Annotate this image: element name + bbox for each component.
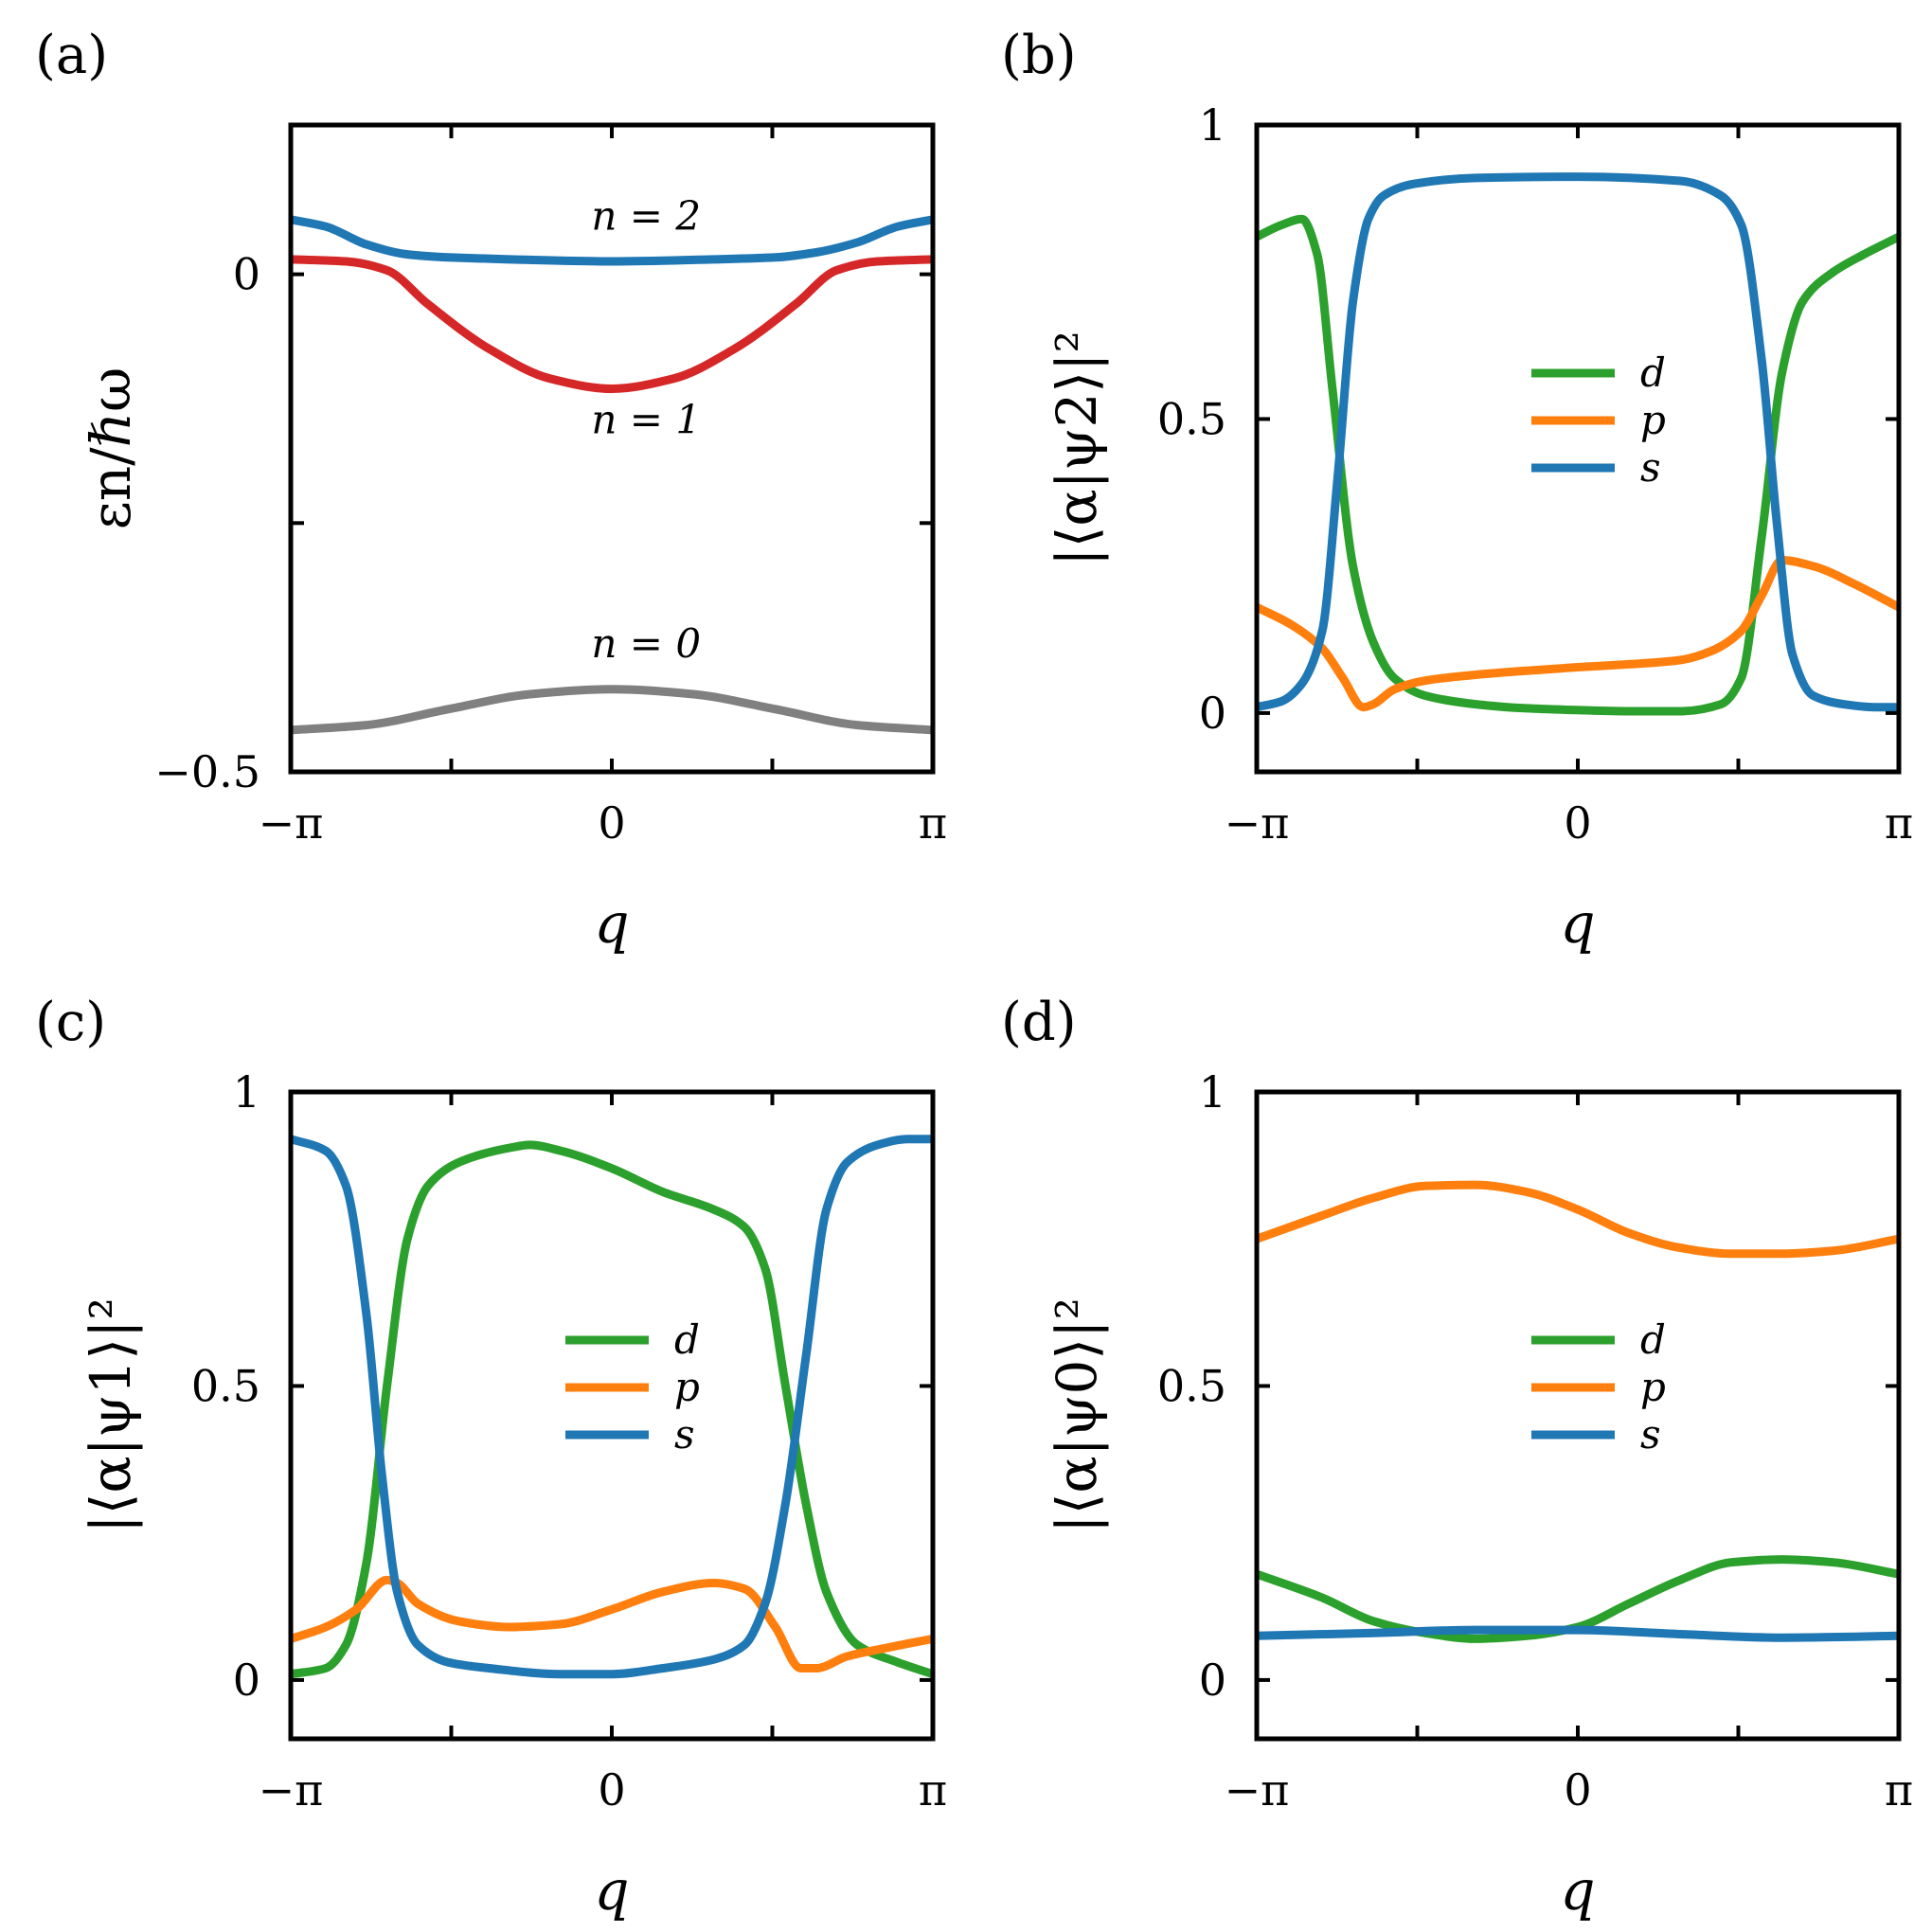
series-group <box>1257 172 1899 716</box>
legend-label-d: d <box>1640 1316 1666 1363</box>
x-tick-label: −π <box>259 797 324 849</box>
y-tick-label: 0.5 <box>191 1360 260 1411</box>
y-tick-label: 1 <box>1199 1066 1226 1118</box>
y-axis-label: εn/ℏω <box>79 367 143 530</box>
panel-a: (a) −π 0 π 0 −0.5 q εn/ℏω n = 2 n = 1 n = 0 <box>35 25 947 956</box>
x-tick-label: 0 <box>598 797 625 849</box>
y-axis-label: |⟨α|ψ1⟩|² <box>79 1297 143 1533</box>
legend-label-s: s <box>1640 444 1661 491</box>
y-tick-label: 1 <box>233 1066 260 1118</box>
x-tick-label: π <box>1885 797 1913 849</box>
legend-label-p: p <box>1640 397 1666 443</box>
legend-label-d: d <box>674 1316 700 1363</box>
x-axis-label: q <box>594 1858 629 1923</box>
series-line-s <box>291 1135 933 1679</box>
x-tick-label: π <box>1885 1764 1913 1816</box>
legend-label-s: s <box>674 1411 695 1458</box>
y-tick-label: 0 <box>1199 688 1226 739</box>
y-tick-label: 0.5 <box>1157 1360 1226 1411</box>
x-axis-label: q <box>594 891 629 956</box>
series-line-d <box>1257 214 1899 716</box>
series-line-n1 <box>291 255 933 393</box>
series-line-s <box>1257 1625 1899 1642</box>
panel-label: (b) <box>1001 25 1077 86</box>
series-line-n2 <box>291 215 933 266</box>
y-tick-label: 0 <box>1199 1655 1226 1706</box>
legend-label-p: p <box>1640 1364 1666 1410</box>
y-axis-label: |⟨α|ψ2⟩|² <box>1045 331 1109 566</box>
x-tick-label: 0 <box>1564 797 1591 849</box>
y-tick-label: 0.5 <box>1157 393 1226 444</box>
series-line-n0 <box>291 685 933 735</box>
y-tick-label: 0 <box>233 1655 260 1706</box>
series-line-s <box>1257 172 1899 712</box>
x-tick-label: −π <box>1225 1764 1290 1816</box>
panel-b: (b) −π 0 π 0 0.5 1 q |⟨α|ψ2⟩|² dps <box>1001 25 1913 956</box>
series-group <box>291 215 933 735</box>
panel-label: (d) <box>1001 992 1077 1053</box>
x-axis-label: q <box>1560 891 1595 956</box>
series-line-p <box>1257 1180 1899 1259</box>
y-axis-label: |⟨α|ψ0⟩|² <box>1045 1297 1109 1533</box>
panel-label: (a) <box>35 25 108 86</box>
x-axis-label: q <box>1560 1858 1595 1923</box>
x-tick-label: π <box>919 797 947 849</box>
x-tick-label: −π <box>259 1764 324 1816</box>
legend-label-p: p <box>674 1364 700 1410</box>
panel-c: (c) −π 0 π 0 0.5 1 q |⟨α|ψ1⟩|² dps <box>35 992 947 1923</box>
panel-d: (d) −π 0 π 0 0.5 1 q |⟨α|ψ0⟩|² dps <box>1001 992 1913 1923</box>
series-line-p <box>291 1575 933 1673</box>
x-tick-label: 0 <box>1564 1764 1591 1816</box>
band-label: n = 2 <box>591 192 701 239</box>
series-group <box>1257 1180 1899 1643</box>
y-tick-label: 1 <box>1199 99 1226 151</box>
y-tick-label: 0 <box>233 249 260 300</box>
x-tick-label: −π <box>1225 797 1290 849</box>
y-tick-label: −0.5 <box>154 746 260 797</box>
series-line-d <box>291 1140 933 1679</box>
legend-label-s: s <box>1640 1411 1661 1458</box>
x-tick-label: π <box>919 1764 947 1816</box>
legend-label-d: d <box>1640 349 1666 396</box>
x-tick-label: 0 <box>598 1764 625 1816</box>
band-label: n = 0 <box>591 620 701 667</box>
panel-label: (c) <box>35 992 106 1053</box>
band-label: n = 1 <box>591 397 701 443</box>
series-group <box>291 1135 933 1679</box>
